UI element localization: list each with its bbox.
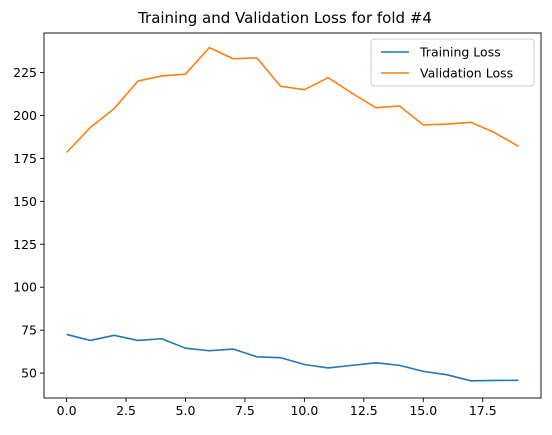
x-tick-label: 5.0 (176, 403, 196, 418)
x-tick-label: 17.5 (469, 403, 497, 418)
x-tick-label: 0.0 (57, 403, 77, 418)
legend-label: Validation Loss (420, 66, 513, 81)
y-tick-label: 150 (13, 194, 37, 209)
y-tick-label: 75 (21, 323, 37, 338)
chart-title: Training and Validation Loss for fold #4 (137, 9, 432, 27)
x-tick-label: 15.0 (409, 403, 437, 418)
y-tick-label: 50 (21, 366, 37, 381)
series-line-validation-loss (66, 46, 519, 153)
legend-label: Training Loss (419, 45, 501, 60)
legend-box (370, 38, 535, 87)
x-tick-label: 12.5 (350, 403, 378, 418)
x-tick-label: 7.5 (235, 403, 255, 418)
y-tick-label: 100 (13, 280, 37, 295)
y-tick-label: 200 (13, 108, 37, 123)
legend: Training Loss Validation Loss (370, 38, 535, 87)
y-tick-label: 125 (13, 237, 37, 252)
x-tick-label: 10.0 (290, 403, 318, 418)
plot-area: 0.0 2.5 5.0 7.5 10.0 12.5 15.0 17.5 50 75 100 125 15… (13, 32, 542, 418)
axes-frame (43, 32, 542, 399)
y-tick-label: 225 (13, 65, 37, 80)
x-tick-label: 2.5 (116, 403, 136, 418)
y-tick-label: 175 (13, 151, 37, 166)
series-line-training-loss (66, 333, 519, 382)
